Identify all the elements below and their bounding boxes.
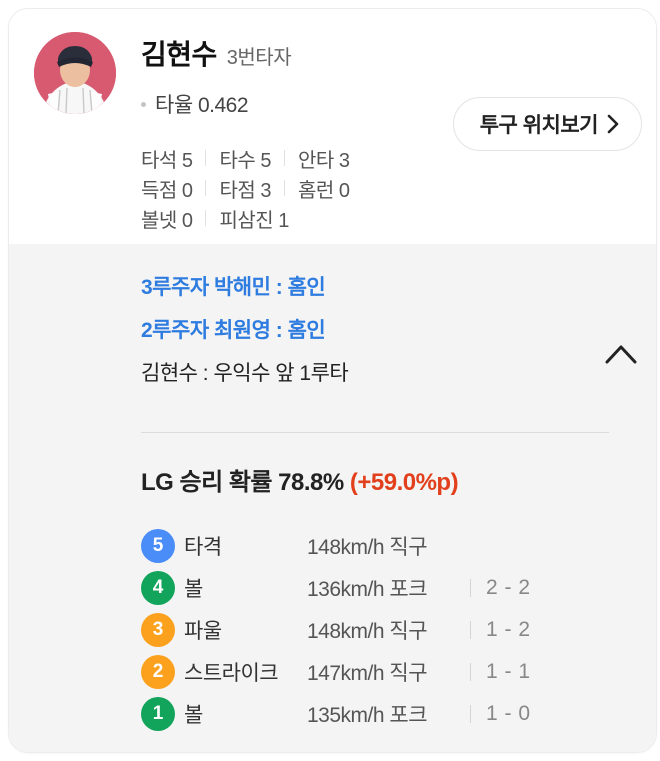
pitch-number-badge: 1 xyxy=(141,697,175,731)
pitch-speed-type: 136km/h 포크 xyxy=(307,578,428,601)
chevron-up-icon xyxy=(605,345,637,364)
stat-plate-appearances: 타석 5 xyxy=(141,149,193,172)
stats-row: 득점 0 타점 3 홈런 0 xyxy=(141,173,656,203)
win-probability: LG 승리 확률 78.8% (+59.0%p) xyxy=(141,462,656,497)
stat-runs: 득점 0 xyxy=(141,179,193,202)
ball-strike-count: 1 - 0 xyxy=(486,702,531,725)
stat-divider xyxy=(283,180,285,196)
pitch-row[interactable]: 3 파울 148km/h 직구 1 - 2 xyxy=(141,609,656,651)
ball-strike-count: 2 - 2 xyxy=(486,576,531,599)
stat-homeruns: 홈런 0 xyxy=(297,179,350,202)
player-name-row: 김현수 3번타자 xyxy=(141,33,656,73)
pitch-row[interactable]: 4 볼 136km/h 포크 2 - 2 xyxy=(141,567,656,609)
stats-row: 볼넷 0 피삼진 1 xyxy=(141,203,656,233)
play-result-section: 3루주자 박해민 : 홈인 2루주자 최원영 : 홈인 김현수 : 우익수 앞 … xyxy=(9,244,656,752)
chevron-right-icon xyxy=(607,114,619,134)
section-divider xyxy=(141,432,609,433)
pitch-speed-type: 135km/h 포크 xyxy=(307,704,428,727)
pitch-number-badge: 4 xyxy=(141,571,175,605)
player-stats: 타석 5 타수 5 안타 3 득점 0 타점 3 홈런 0 볼넷 0 피삼진 xyxy=(141,143,656,233)
ball-strike-count: 1 - 1 xyxy=(486,660,531,683)
player-photo-icon xyxy=(34,32,116,114)
pitch-location-button[interactable]: 투구 위치보기 xyxy=(452,97,642,151)
bullet-icon xyxy=(141,101,146,107)
pitch-row[interactable]: 2 스트라이크 147km/h 직구 1 - 1 xyxy=(141,651,656,693)
player-info: 김현수 3번타자 타율 0.462 타석 5 타수 5 안타 3 득점 0 xyxy=(141,9,656,233)
player-live-card: 김현수 3번타자 타율 0.462 타석 5 타수 5 안타 3 득점 0 xyxy=(8,8,657,753)
stats-row: 타석 5 타수 5 안타 3 xyxy=(141,143,656,173)
stat-walks: 볼넷 0 xyxy=(141,209,193,232)
stat-divider xyxy=(205,150,207,166)
count-divider xyxy=(470,621,471,639)
pitch-result-label: 볼 xyxy=(184,578,203,601)
play-result-line-runner2: 2루주자 최원영 : 홈인 xyxy=(141,319,326,342)
stat-strikeouts: 피삼진 1 xyxy=(219,209,289,232)
pitch-number-badge: 5 xyxy=(141,529,175,563)
batting-order-label: 3번타자 xyxy=(226,47,292,69)
pitch-result-label: 타격 xyxy=(184,536,222,559)
pitch-location-button-label: 투구 위치보기 xyxy=(479,114,599,137)
stat-divider xyxy=(205,180,207,196)
player-header: 김현수 3번타자 타율 0.462 타석 5 타수 5 안타 3 득점 0 xyxy=(9,9,656,244)
count-divider xyxy=(470,579,471,597)
pitch-sequence-list: 5 타격 148km/h 직구 4 볼 136km/h 포크 2 - 2 3 파… xyxy=(141,525,656,735)
batting-average: 타율 0.462 xyxy=(155,94,249,117)
pitch-result-label: 파울 xyxy=(184,620,222,643)
pitch-row[interactable]: 1 볼 135km/h 포크 1 - 0 xyxy=(141,693,656,735)
play-result-line-runner3: 3루주자 박해민 : 홈인 xyxy=(141,276,326,299)
pitch-speed-type: 148km/h 직구 xyxy=(307,620,428,643)
pitch-result-label: 스트라이크 xyxy=(184,662,279,685)
avatar xyxy=(34,32,116,114)
stat-hits: 안타 3 xyxy=(297,149,350,172)
pitch-speed-type: 147km/h 직구 xyxy=(307,662,428,685)
stat-divider xyxy=(283,150,285,166)
win-probability-delta: (+59.0%p) xyxy=(349,469,459,496)
pitch-row[interactable]: 5 타격 148km/h 직구 xyxy=(141,525,656,567)
pitch-number-badge: 3 xyxy=(141,613,175,647)
pitch-number-badge: 2 xyxy=(141,655,175,689)
play-result-line-batter: 김현수 : 우익수 앞 1루타 xyxy=(141,362,349,385)
count-divider xyxy=(470,663,471,681)
batting-average-row: 타율 0.462 xyxy=(141,89,656,119)
collapse-button[interactable] xyxy=(599,332,643,376)
pitch-speed-type: 148km/h 직구 xyxy=(307,536,428,559)
ball-strike-count: 1 - 2 xyxy=(486,618,531,641)
stat-at-bats: 타수 5 xyxy=(219,149,271,172)
player-name: 김현수 xyxy=(141,39,217,70)
pitch-result-label: 볼 xyxy=(184,704,203,727)
stat-rbi: 타점 3 xyxy=(219,179,271,202)
win-probability-text: LG 승리 확률 78.8% xyxy=(141,469,344,496)
stat-divider xyxy=(205,210,207,226)
count-divider xyxy=(470,705,471,723)
